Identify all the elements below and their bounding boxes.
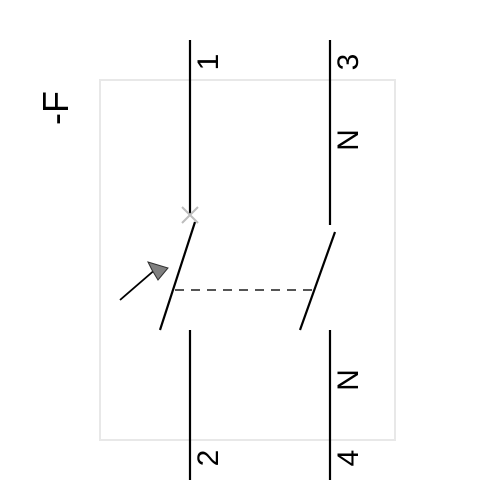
actuator-arrow-icon [148,262,168,280]
terminal-label-top-1: 1 [192,54,225,71]
phase-label-bottom-2: N [332,369,365,391]
terminal-label-top-2: 3 [332,54,365,71]
phase-label-top-2: N [332,129,365,151]
device-tag: -F [35,91,76,125]
pole-2-contact [300,232,335,330]
actuator-arrow-tail [120,268,157,300]
terminal-label-bottom-1: 2 [192,450,225,467]
terminal-label-bottom-2: 4 [332,450,365,467]
pole-1-contact [160,222,195,330]
circuit-breaker-symbol: -F 1 2 3 4 N N [0,0,500,500]
